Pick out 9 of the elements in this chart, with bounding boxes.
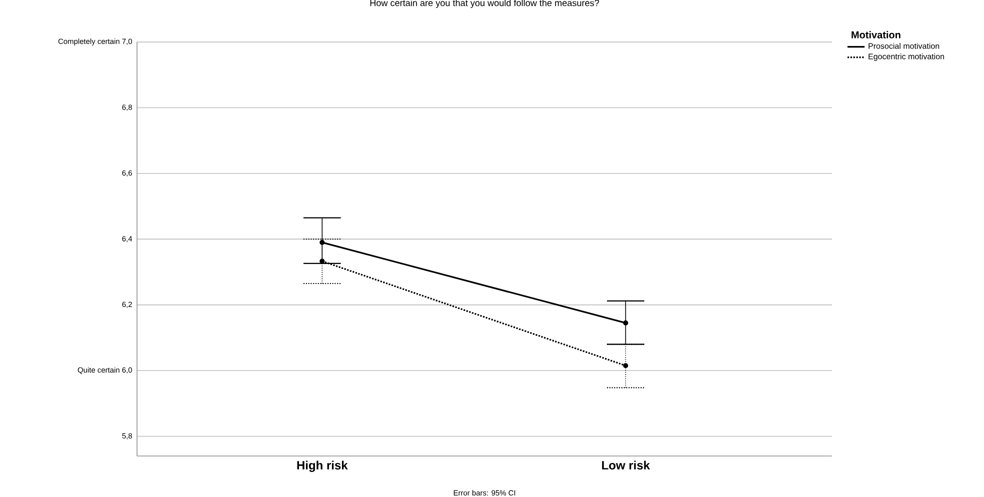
chart-title: How certain are you that you would follow the measures? [370,0,600,8]
x-tick-label: Low risk [602,460,650,470]
point [623,363,628,368]
legend-title: Motivation [852,31,900,38]
x-tick-label: High risk [297,460,348,472]
point [623,320,628,326]
legend-label: Prosocial motivation [868,42,940,49]
legend-label: Egocentric motivation [868,53,944,61]
point [320,240,325,245]
